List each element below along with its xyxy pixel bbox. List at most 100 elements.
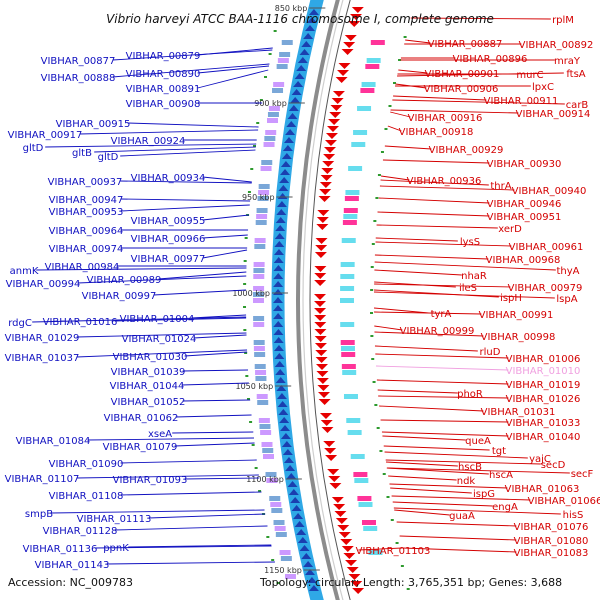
left-gene-label: VIBHAR_00888 [41,73,116,84]
forward-cog-block [269,496,281,501]
forward-gene-arrow [281,153,292,159]
forward-cog-block [280,556,292,561]
forward-cog-block [255,370,267,375]
right-leader-line [374,345,478,352]
right-gene-label: VIBHAR_00999 [400,326,475,337]
reverse-gene-arrow [324,140,337,146]
feature-mark-right [377,174,381,176]
forward-cog-block [264,136,276,141]
forward-cog-block [258,190,270,195]
right-gene-label: hscA [489,470,513,481]
right-gene-label: phoR [457,389,483,400]
gene-labels: VIBHAR_00877 VIBHAR_00879 VIBHAR_00888 VIBH… [5,15,600,571]
forward-gene-arrow [287,481,298,487]
feature-mark-right [406,588,410,590]
right-leader-line [378,197,490,204]
reverse-gene-arrow [325,133,338,139]
left-gene-label: VIBHAR_00947 [49,195,124,206]
forward-gene-arrow [276,201,287,207]
reverse-gene-arrow [315,357,328,363]
forward-cog-block [256,214,268,219]
right-gene-label: murC [516,70,543,81]
right-leader-line [383,445,490,451]
reverse-gene-arrow [316,378,329,384]
right-gene-label: thrA [490,181,511,192]
forward-gene-arrow [305,25,315,31]
right-leader-line [388,475,457,481]
forward-gene-arrow [285,465,296,471]
feature-mark-left [244,237,248,239]
forward-gene-arrow [273,281,284,287]
forward-gene-arrow [294,521,305,527]
feature-mark-left [268,53,272,55]
right-leader-line [393,507,561,515]
forward-gene-arrow [287,113,298,119]
reverse-cog-block [342,220,357,225]
forward-gene-arrow [308,585,319,591]
right-gene-label: VIBHAR_00940 [512,186,587,197]
forward-gene-arrow [283,137,294,143]
forward-gene-arrow [278,185,289,191]
right-gene-label: VIBHAR_00929 [429,145,504,156]
right-gene-label: rplM [552,15,574,26]
right-gene-label: engA [492,502,518,513]
reverse-gene-arrow [340,539,353,545]
reverse-gene-arrow [314,301,327,307]
left-gene-label: VIBHAR_00974 [49,244,124,255]
reverse-gene-arrow [351,7,364,13]
right-gene-label: xerD [498,224,522,235]
right-leader-line [410,17,551,20]
forward-gene-arrow [291,89,302,95]
reverse-gene-arrow [343,42,356,48]
right-leader-line [374,269,462,276]
reverse-cog-block [341,352,356,357]
reverse-gene-arrow [328,476,341,482]
forward-gene-arrow [293,81,304,87]
left-leader-line [119,180,252,184]
left-gene-label: VIBHAR_01004 [120,314,195,325]
inner-edge-arc [309,0,351,600]
reverse-gene-arrow [324,448,337,454]
feature-mark-right [370,335,374,337]
forward-cog-block [268,106,280,111]
forward-gene-arrow [290,497,301,503]
left-leader-line [197,47,273,56]
right-leader-line [378,395,509,399]
reverse-gene-arrow [314,343,327,349]
reverse-gene-arrow [323,154,336,160]
forward-cog-block [254,244,266,249]
reverse-gene-arrow [337,525,350,531]
reverse-cog-block [350,454,365,459]
forward-gene-arrow [308,9,319,15]
left-gene-label: ppnK [103,543,129,554]
forward-gene-arrow [273,337,284,343]
forward-gene-arrow [279,177,290,183]
reverse-gene-arrow [314,266,327,272]
reverse-gene-arrow [316,224,329,230]
left-gene-label: VIBHAR_01084 [16,436,91,447]
forward-cog-block [281,40,293,45]
forward-gene-arrow [273,297,283,303]
feature-mark-right [390,519,394,521]
left-gene-label: VIBHAR_01136 [23,544,98,555]
reverse-gene-arrow [325,455,338,461]
left-leader-line [76,349,248,358]
left-leader-line [128,544,272,548]
forward-cog-block [263,142,275,147]
left-gene-label: VIBHAR_01024 [122,334,197,345]
reverse-cog-block [348,166,363,171]
left-gene-label: VIBHAR_00955 [131,216,206,227]
right-gene-label: VIBHAR_00892 [519,40,594,51]
forward-cog-block [253,322,265,327]
left-gene-label: anmK [10,266,39,277]
right-leader-line [391,495,531,501]
right-leader-line [390,487,472,494]
feature-mark-left [246,398,250,400]
right-gene-label: tyrA [431,309,452,320]
forward-cog-block [275,532,287,537]
reverse-gene-arrow [314,322,327,328]
right-leader-line [358,547,403,551]
feature-mark-right [403,36,407,38]
forward-gene-arrow [306,17,317,23]
right-gene-label: VIBHAR_01066 [528,496,600,507]
